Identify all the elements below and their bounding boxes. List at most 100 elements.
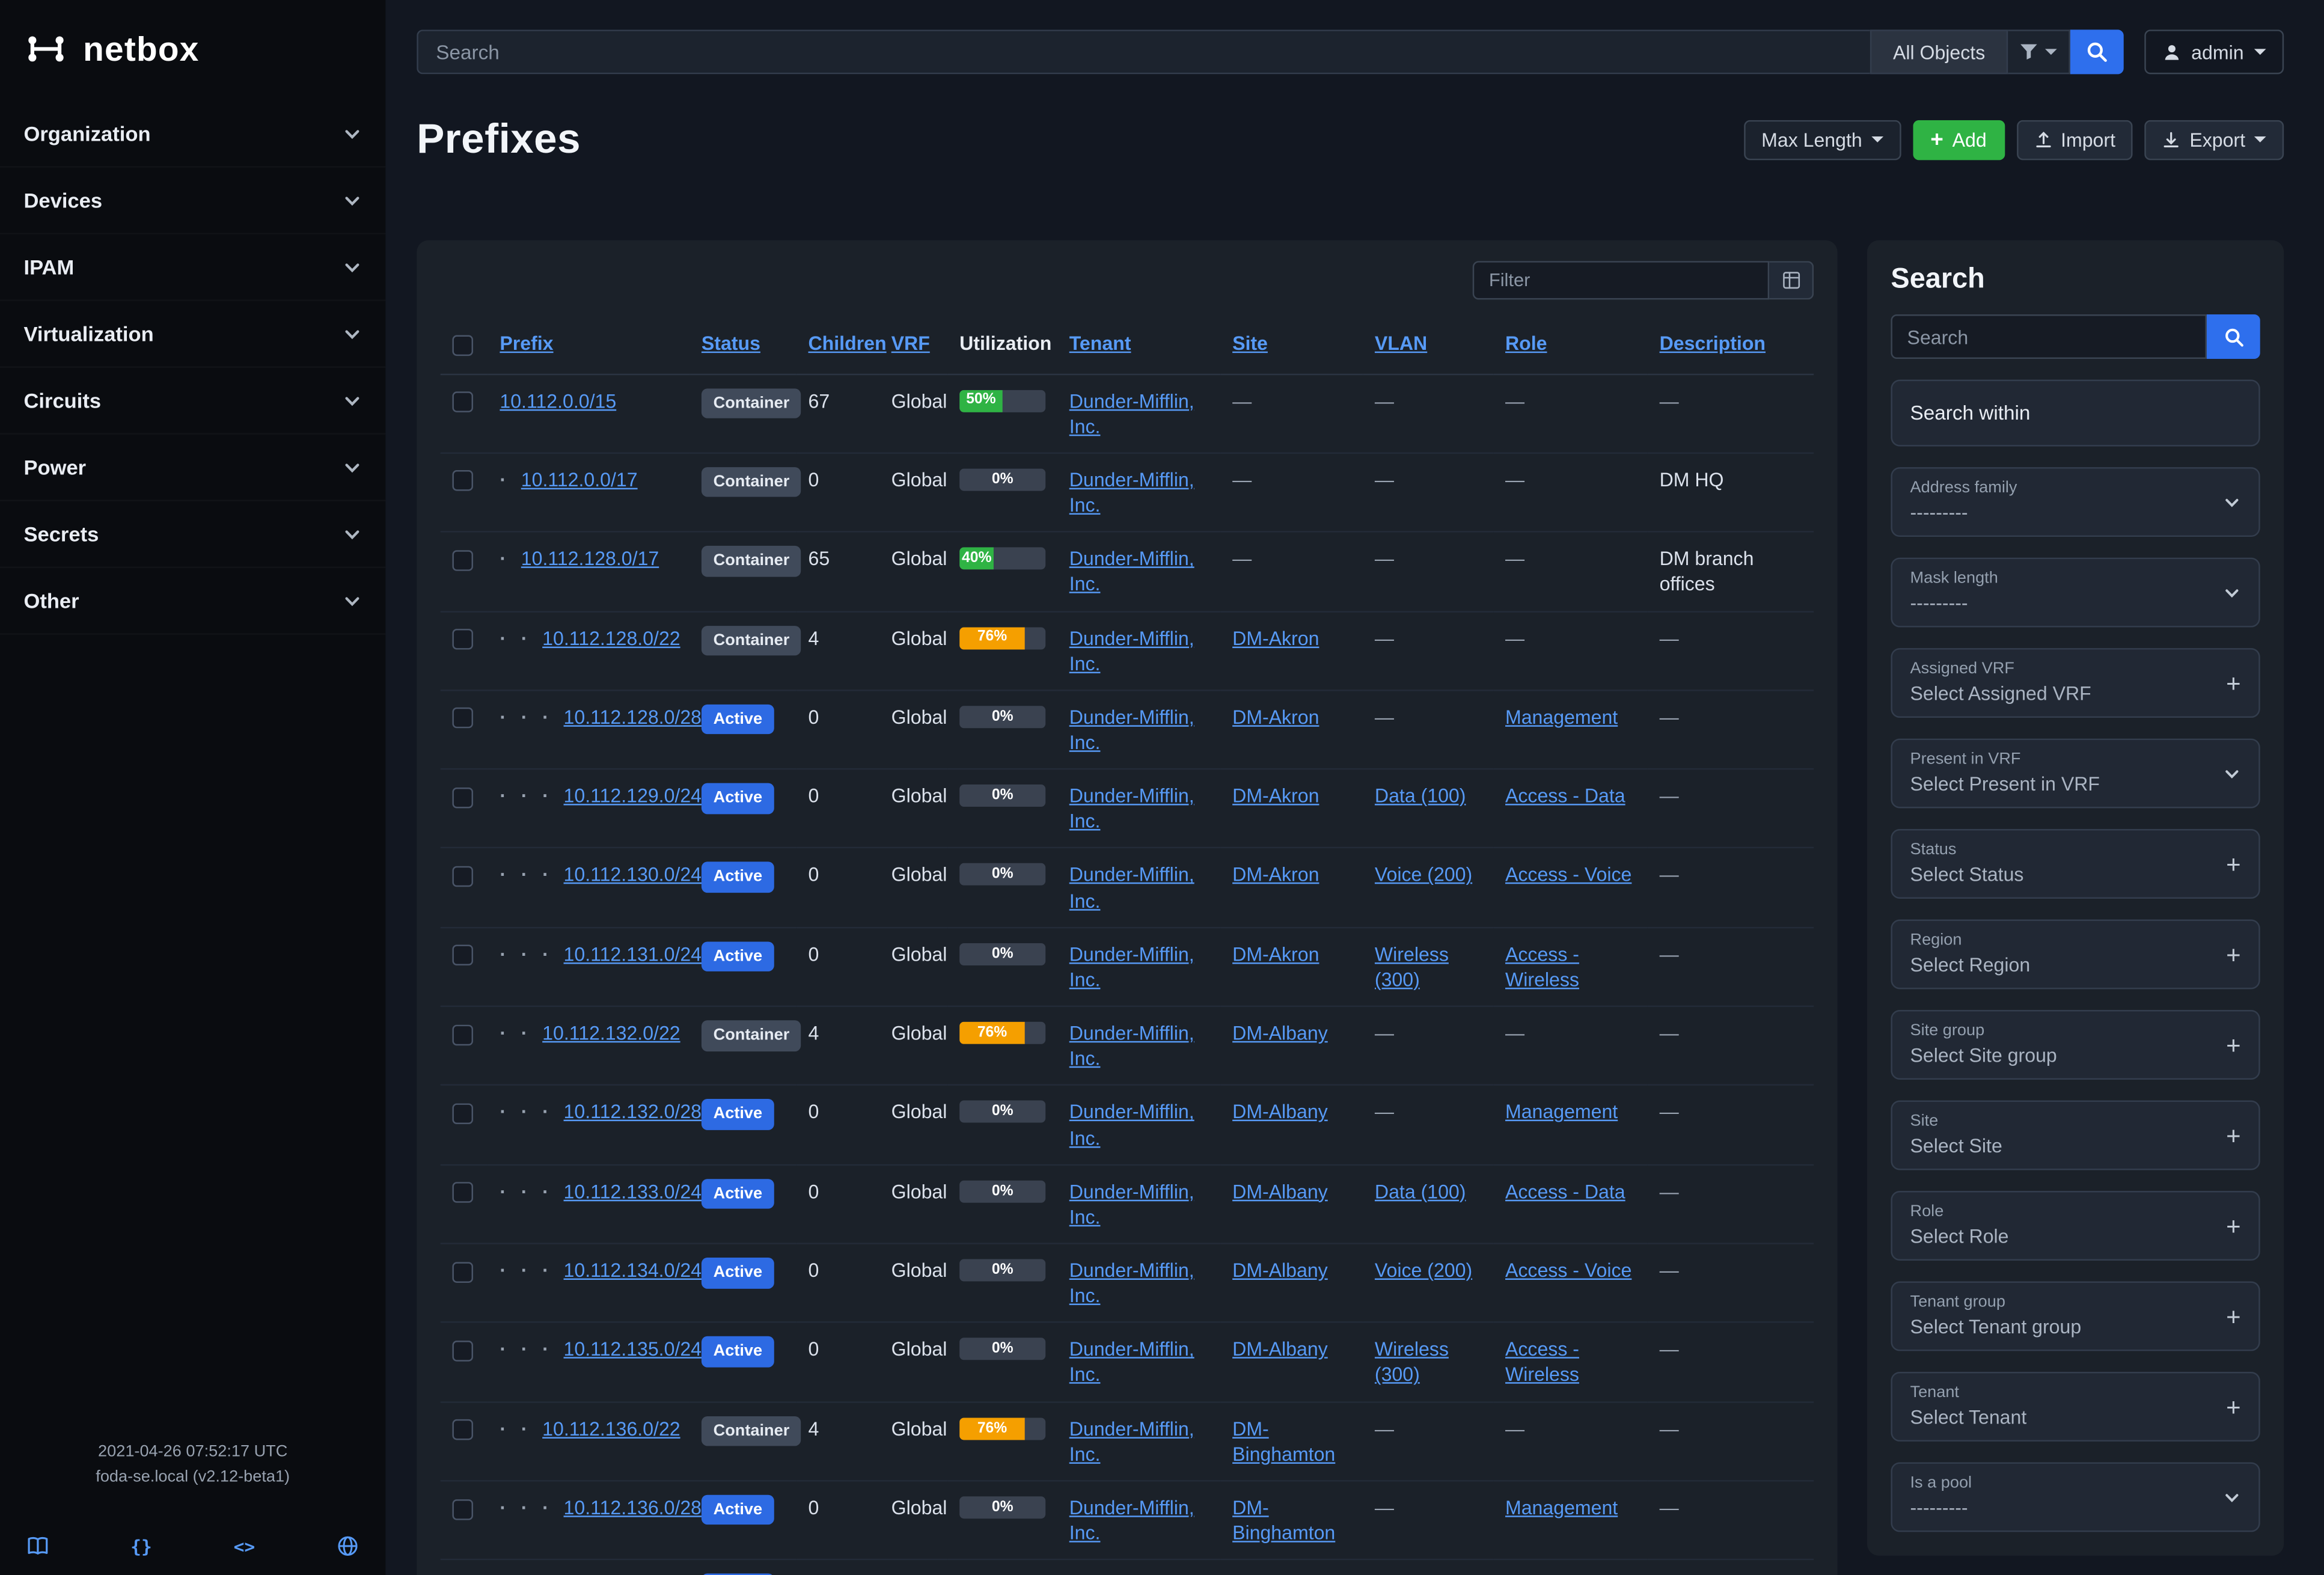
tenant-link[interactable]: Dunder-Mifflin, Inc. (1069, 389, 1194, 438)
vlan-link[interactable]: Voice (200) (1374, 1259, 1473, 1282)
role-link[interactable]: Access - Wireless (1505, 1338, 1579, 1386)
site-link[interactable]: DM-Albany (1232, 1021, 1328, 1044)
filter-field-tenant-group[interactable]: Tenant group Select Tenant group + (1891, 1281, 2260, 1351)
prefix-link[interactable]: 10.112.135.0/24 (563, 1338, 702, 1361)
tenant-link[interactable]: Dunder-Mifflin, Inc. (1069, 1417, 1194, 1465)
prefix-link[interactable]: 10.112.128.0/28 (563, 705, 702, 728)
filter-field-site[interactable]: Site Select Site + (1891, 1100, 2260, 1170)
globe-icon[interactable] (337, 1535, 359, 1557)
filter-field-address-family[interactable]: Address family --------- (1891, 467, 2260, 537)
site-link[interactable]: DM-Akron (1232, 943, 1319, 965)
row-checkbox[interactable] (452, 1103, 473, 1124)
tenant-link[interactable]: Dunder-Mifflin, Inc. (1069, 1021, 1194, 1070)
filter-field-role[interactable]: Role Select Role + (1891, 1191, 2260, 1261)
tenant-link[interactable]: Dunder-Mifflin, Inc. (1069, 784, 1194, 833)
site-link[interactable]: DM-Binghamton (1232, 1417, 1336, 1465)
search-filter-dropdown-button[interactable] (2007, 29, 2070, 75)
tenant-link[interactable]: Dunder-Mifflin, Inc. (1069, 1338, 1194, 1386)
export-button[interactable]: Export (2145, 119, 2284, 160)
search-scope-button[interactable]: All Objects (1870, 29, 2008, 75)
site-link[interactable]: DM-Akron (1232, 784, 1319, 807)
sidebar-item-power[interactable]: Power (0, 435, 385, 501)
site-link[interactable]: DM-Akron (1232, 705, 1319, 728)
code-brackets-icon[interactable]: <> (233, 1535, 255, 1557)
tenant-link[interactable]: Dunder-Mifflin, Inc. (1069, 943, 1194, 991)
panel-search-button[interactable] (2206, 314, 2260, 359)
site-link[interactable]: DM-Albany (1232, 1259, 1328, 1282)
docs-book-icon[interactable] (26, 1535, 49, 1557)
prefix-link[interactable]: 10.112.133.0/24 (563, 1179, 702, 1202)
tenant-link[interactable]: Dunder-Mifflin, Inc. (1069, 626, 1194, 674)
row-checkbox[interactable] (452, 629, 473, 650)
tenant-link[interactable]: Dunder-Mifflin, Inc. (1069, 863, 1194, 912)
panel-search-input[interactable] (1891, 314, 2207, 359)
global-search-button[interactable] (2069, 29, 2123, 75)
filter-field-region[interactable]: Region Select Region + (1891, 919, 2260, 989)
filter-field-status[interactable]: Status Select Status + (1891, 829, 2260, 899)
tenant-link[interactable]: Dunder-Mifflin, Inc. (1069, 1179, 1194, 1228)
filter-field-assigned-vrf[interactable]: Assigned VRF Select Assigned VRF + (1891, 648, 2260, 718)
row-checkbox[interactable] (452, 945, 473, 966)
vlan-link[interactable]: Voice (200) (1374, 863, 1473, 886)
filter-field-tenant[interactable]: Tenant Select Tenant + (1891, 1371, 2260, 1442)
prefix-link[interactable]: 10.112.0.0/15 (500, 389, 617, 412)
row-checkbox[interactable] (452, 1182, 473, 1203)
prefix-link[interactable]: 10.112.129.0/24 (563, 784, 702, 807)
row-checkbox[interactable] (452, 1261, 473, 1282)
role-link[interactable]: Access - Voice (1505, 1259, 1632, 1282)
row-checkbox[interactable] (452, 1498, 473, 1520)
sort-link[interactable]: Site (1232, 332, 1268, 355)
vlan-link[interactable]: Wireless (300) (1374, 1338, 1449, 1386)
prefix-link[interactable]: 10.112.136.0/28 (563, 1496, 702, 1519)
select-all-checkbox[interactable] (452, 334, 473, 356)
prefix-link[interactable]: 10.112.132.0/22 (542, 1021, 680, 1044)
sidebar-item-virtualization[interactable]: Virtualization (0, 301, 385, 368)
sidebar-item-circuits[interactable]: Circuits (0, 368, 385, 435)
prefix-link[interactable]: 10.112.132.0/28 (563, 1101, 702, 1124)
global-search-input[interactable] (417, 29, 1871, 75)
tenant-link[interactable]: Dunder-Mifflin, Inc. (1069, 1496, 1194, 1544)
import-button[interactable]: Import (2016, 119, 2133, 160)
prefix-link[interactable]: 10.112.128.0/22 (542, 626, 680, 649)
row-checkbox[interactable] (452, 866, 473, 887)
prefix-link[interactable]: 10.112.128.0/17 (521, 547, 659, 570)
sort-link[interactable]: VLAN (1374, 332, 1428, 355)
sort-link[interactable]: Role (1505, 332, 1547, 355)
sidebar-item-ipam[interactable]: IPAM (0, 234, 385, 301)
site-link[interactable]: DM-Albany (1232, 1101, 1328, 1124)
site-link[interactable]: DM-Akron (1232, 626, 1319, 649)
role-link[interactable]: Access - Data (1505, 784, 1625, 807)
role-link[interactable]: Access - Data (1505, 1179, 1625, 1202)
tenant-link[interactable]: Dunder-Mifflin, Inc. (1069, 1101, 1194, 1149)
prefix-link[interactable]: 10.112.0.0/17 (521, 468, 638, 491)
sidebar-item-devices[interactable]: Devices (0, 168, 385, 234)
sort-link[interactable]: Prefix (500, 332, 554, 355)
row-checkbox[interactable] (452, 708, 473, 729)
filter-field-site-group[interactable]: Site group Select Site group + (1891, 1010, 2260, 1080)
row-checkbox[interactable] (452, 391, 473, 413)
vlan-link[interactable]: Wireless (300) (1374, 943, 1449, 991)
vlan-link[interactable]: Data (100) (1374, 784, 1466, 807)
row-checkbox[interactable] (452, 471, 473, 492)
rest-api-braces-icon[interactable]: {} (130, 1535, 152, 1557)
prefix-link[interactable]: 10.112.136.0/22 (542, 1417, 680, 1440)
filter-field-is-a-pool[interactable]: Is a pool --------- (1891, 1462, 2260, 1532)
row-checkbox[interactable] (452, 1340, 473, 1362)
sidebar-item-secrets[interactable]: Secrets (0, 501, 385, 568)
tenant-link[interactable]: Dunder-Mifflin, Inc. (1069, 705, 1194, 754)
filter-field-mask-length[interactable]: Mask length --------- (1891, 557, 2260, 628)
table-filter-input[interactable] (1472, 261, 1770, 300)
user-menu-button[interactable]: admin (2144, 29, 2284, 75)
row-checkbox[interactable] (452, 549, 473, 571)
sidebar-item-other[interactable]: Other (0, 568, 385, 635)
search-within-toggle[interactable]: Search within (1891, 379, 2260, 447)
prefix-link[interactable]: 10.112.130.0/24 (563, 863, 702, 886)
role-link[interactable]: Management (1505, 705, 1618, 728)
sort-link[interactable]: Tenant (1069, 332, 1131, 355)
prefix-link[interactable]: 10.112.131.0/24 (563, 943, 702, 965)
site-link[interactable]: DM-Binghamton (1232, 1496, 1336, 1544)
filter-field-present-in-vrf[interactable]: Present in VRF Select Present in VRF (1891, 738, 2260, 809)
site-link[interactable]: DM-Akron (1232, 863, 1319, 886)
row-checkbox[interactable] (452, 1024, 473, 1045)
site-link[interactable]: DM-Albany (1232, 1338, 1328, 1361)
